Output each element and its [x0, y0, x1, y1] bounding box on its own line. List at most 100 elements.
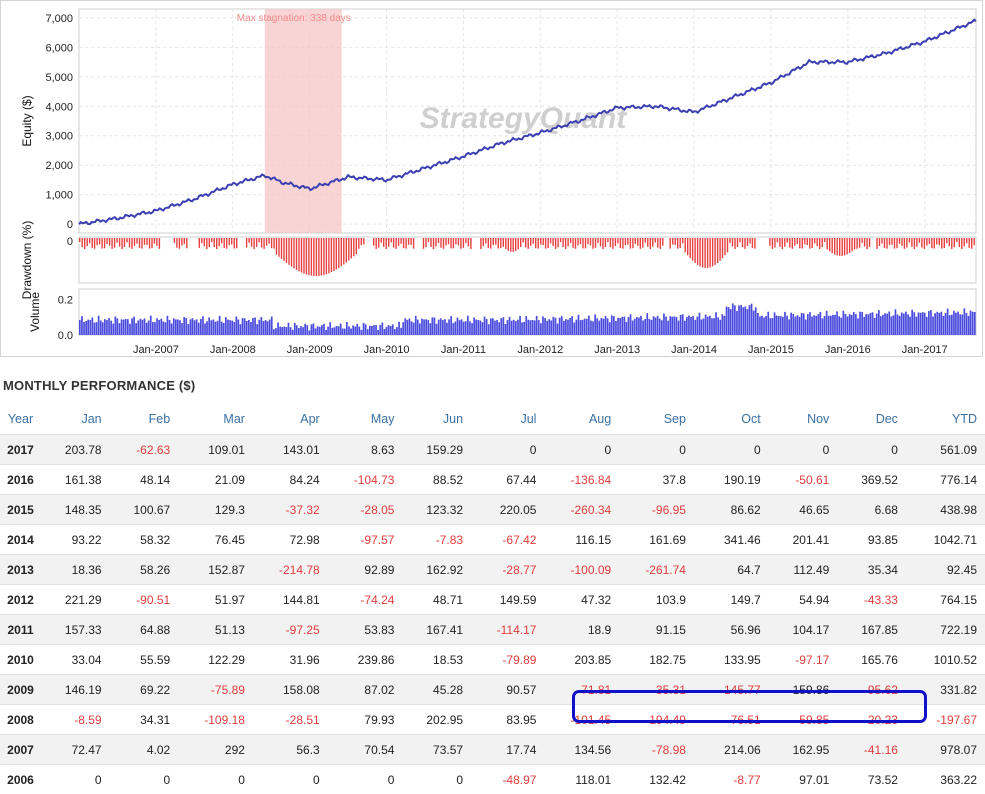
value-cell: -214.78 [253, 555, 328, 585]
drawdown-bar [515, 238, 516, 251]
volume-bar [304, 324, 306, 335]
volume-bar [450, 316, 452, 335]
volume-bar [753, 311, 755, 335]
drawdown-bar [530, 238, 531, 246]
year-cell: 2012 [0, 585, 41, 615]
volume-bar [945, 313, 947, 335]
value-cell: 48.14 [110, 465, 179, 495]
volume-bar [968, 316, 970, 335]
monthly-performance-title: MONTHLY PERFORMANCE ($) [3, 378, 195, 393]
drawdown-bar [881, 238, 882, 244]
value-cell: 73.52 [837, 765, 906, 794]
volume-bar [298, 328, 300, 335]
volume-bar [813, 315, 815, 335]
volume-bar [198, 323, 200, 335]
drawdown-bar [124, 238, 125, 247]
volume-bar [891, 316, 893, 335]
volume-bar [621, 317, 623, 335]
drawdown-bar [99, 238, 100, 244]
drawdown-bar [914, 238, 915, 249]
volume-bar [227, 320, 229, 335]
volume-bar [686, 317, 688, 335]
volume-bar [861, 312, 863, 335]
volume-bar [473, 318, 475, 336]
drawdown-bar [351, 238, 352, 258]
volume-bar [763, 317, 765, 335]
volume-bar [563, 321, 565, 335]
volume-bar [855, 314, 857, 335]
drawdown-bar [246, 238, 247, 248]
drawdown-bar [413, 238, 414, 249]
value-cell: 438.98 [906, 495, 985, 525]
value-cell: 31.96 [253, 645, 328, 675]
volume-bar [728, 307, 730, 335]
drawdown-bar [363, 238, 364, 245]
volume-bar [373, 325, 375, 335]
volume-bar [918, 313, 920, 336]
drawdown-bar [744, 238, 745, 249]
volume-bar [165, 322, 167, 335]
drawdown-bar [378, 238, 379, 248]
value-cell: 165.76 [837, 645, 906, 675]
drawdown-bar [682, 238, 683, 243]
drawdown-bar [834, 238, 835, 255]
value-cell: 162.92 [402, 555, 471, 585]
drawdown-bar [782, 238, 783, 249]
volume-bar [767, 312, 769, 335]
volume-bar [125, 319, 127, 335]
drawdown-bar [316, 238, 317, 276]
drawdown-bar [567, 238, 568, 246]
drawdown-bar [672, 238, 673, 245]
drawdown-bar [640, 238, 641, 249]
drawdown-bar [376, 238, 377, 249]
volume-bar [467, 316, 469, 335]
volume-bar [179, 320, 181, 335]
column-header: Dec [837, 404, 906, 435]
volume-bar [507, 320, 509, 335]
volume-bar [924, 313, 926, 335]
volume-bar [744, 307, 746, 336]
volume-bar [137, 321, 139, 336]
value-cell: 104.17 [769, 615, 838, 645]
volume-bar [567, 320, 569, 335]
volume-bar [851, 315, 853, 335]
volume-bar [609, 322, 611, 335]
drawdown-bar [400, 238, 401, 244]
volume-bar [200, 319, 202, 335]
drawdown-bar [921, 238, 922, 248]
volume-bar [421, 319, 423, 335]
volume-bar [150, 316, 152, 335]
value-cell: 18.9 [544, 615, 619, 645]
volume-bar [244, 318, 246, 335]
value-cell: 158.08 [253, 675, 328, 705]
volume-bar [519, 316, 521, 335]
volume-bar [805, 320, 807, 336]
drawdown-bar [485, 238, 486, 243]
volume-bar [865, 314, 867, 335]
volume-bar [192, 318, 194, 335]
drawdown-bar [851, 238, 852, 251]
volume-bar [509, 317, 511, 335]
drawdown-bar [136, 238, 137, 244]
drawdown-bar [635, 238, 636, 244]
drawdown-bar [528, 238, 529, 249]
value-cell: 18.53 [402, 645, 471, 675]
value-cell: 46.65 [769, 495, 838, 525]
volume-axis-title: Volume [28, 292, 42, 332]
volume-bar [939, 313, 941, 335]
value-cell: -28.51 [253, 705, 328, 735]
volume-bar [81, 316, 83, 335]
drawdown-bar [176, 238, 177, 248]
drawdown-bar [126, 238, 127, 242]
equity-ytick-label: 5,000 [45, 72, 73, 84]
volume-bar [309, 331, 311, 336]
volume-bar [757, 313, 759, 335]
volume-bar [966, 313, 968, 335]
volume-bar [546, 321, 548, 335]
value-cell: 203.85 [544, 645, 619, 675]
drawdown-bar [799, 238, 800, 248]
drawdown-bar [248, 238, 249, 243]
x-axis-tick-label: Jan-2015 [748, 344, 794, 356]
